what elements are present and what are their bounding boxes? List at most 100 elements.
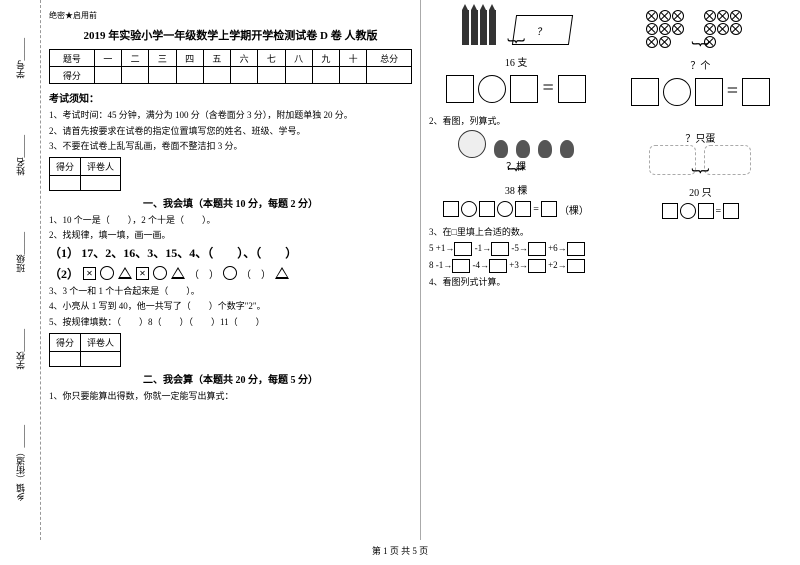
cabbage-unit: （棵）	[559, 202, 589, 217]
th-8: 八	[285, 50, 312, 67]
answer-box	[558, 75, 586, 103]
q2-2-prefix: （2）	[49, 265, 79, 282]
instruction-1: 1、考试时间：45 分钟，满分为 100 分（含卷面分 3 分），附加题单独 2…	[49, 109, 412, 122]
pencil-total: 16 支	[429, 54, 603, 69]
flow2-op2: -4	[473, 260, 481, 270]
mini-score-2: 得分	[50, 333, 81, 351]
cabbage-total: 38 棵	[429, 182, 603, 197]
instruction-3: 3、不要在试卷上乱写乱画，卷面不整洁扣 3 分。	[49, 140, 412, 153]
chicks-problem: ？只蛋 ︸ 20 只 =	[613, 130, 787, 223]
equation-small: =	[613, 203, 787, 219]
section1-title: 一、我会填（本题共 10 分，每题 2 分）	[49, 195, 412, 210]
cabbage-icon	[494, 140, 508, 158]
equals-sign: =	[727, 80, 738, 103]
square-icon: ✕	[136, 267, 149, 280]
circle-icon	[223, 266, 237, 280]
mini-score: 得分	[50, 157, 81, 175]
circle-group-right	[704, 10, 754, 48]
section2-title: 二、我会算（本题共 20 分，每题 5 分）	[49, 371, 412, 386]
instruction-2: 2、请首先按要求在试卷的指定位置填写您的姓名、班级、学号。	[49, 125, 412, 138]
th-7: 七	[258, 50, 285, 67]
answer-box	[695, 78, 723, 106]
flow1-op1: +1	[436, 243, 446, 253]
th-10: 十	[340, 50, 367, 67]
sidebar-field-name: 姓名_____	[14, 135, 27, 176]
equation-boxes: =	[613, 78, 787, 106]
operator-circle	[478, 75, 506, 103]
pencils-icon	[462, 10, 496, 45]
binding-sidebar: 学号_____ 姓名_____ 班级_____ 学校_____ 乡镇（街道）__…	[0, 0, 41, 540]
q1-2-line2: （2） ✕ ✕ （ ） （ ）	[49, 265, 412, 282]
operator-circle	[663, 78, 691, 106]
flow-1: 5 +1→ -1→ -5→ +6→	[429, 242, 792, 256]
frog-icon	[458, 130, 486, 158]
equals-sign: =	[542, 77, 553, 100]
left-column: 绝密★启用前 2019 年实验小学一年级数学上学期开学检测试卷 D 卷 人教版 …	[41, 0, 420, 540]
pencils-problem: ？ ︸ 16 支 =	[429, 10, 603, 112]
q-r4: 4、看图列式计算。	[429, 276, 792, 289]
answer-box	[742, 78, 770, 106]
th-3: 三	[149, 50, 176, 67]
cabbage-icon	[516, 140, 530, 158]
q1-2: 2、找规律，填一填，画一画。	[49, 229, 412, 242]
blank: （ ）	[189, 266, 219, 281]
exam-title: 2019 年实验小学一年级数学上学期开学检测试卷 D 卷 人教版	[49, 27, 412, 43]
square-icon: ✕	[83, 267, 96, 280]
question-mark: ？	[536, 23, 548, 38]
answer-box	[510, 75, 538, 103]
flow1-start: 5	[429, 243, 434, 253]
q2-1-seq: 17、2、16、3、15、4、（ ）、（ ）	[81, 246, 297, 260]
th-6: 六	[231, 50, 258, 67]
flow2-op1: -1	[436, 260, 444, 270]
blank: （ ）	[241, 266, 271, 281]
th-2: 二	[122, 50, 149, 67]
flow1-op3: -5	[511, 243, 519, 253]
circle-icon	[153, 266, 167, 280]
th-1: 一	[94, 50, 121, 67]
flow-2: 8 -1→ -4→ +3→ +2→	[429, 259, 792, 273]
equation-boxes: =	[429, 75, 603, 103]
sidebar-field-class: 班级_____	[14, 232, 27, 273]
flow2-op3: +3	[509, 260, 519, 270]
th-total: 总分	[367, 50, 412, 67]
brace-icon: ︸	[429, 171, 603, 182]
box-icon: ？	[512, 15, 573, 45]
answer-box	[631, 78, 659, 106]
circle-icon	[100, 266, 114, 280]
q2-1-prefix: （1）	[49, 246, 79, 260]
sidebar-field-town: 乡镇（街道）_____	[14, 425, 27, 502]
mini-grader: 评卷人	[81, 157, 121, 175]
sidebar-field-school: 学校_____	[14, 329, 27, 370]
sidebar-field-id: 学号_____	[14, 38, 27, 79]
q-r3: 3、在□里填上合适的数。	[429, 226, 792, 239]
chick-group-icon	[704, 145, 751, 175]
q2-1: 1、你只要能算出得数，你就一定能写出算式：	[49, 390, 412, 403]
flow1-op4: +6	[548, 243, 558, 253]
exam-page: 学号_____ 姓名_____ 班级_____ 学校_____ 乡镇（街道）__…	[0, 0, 800, 540]
equation-small: = （棵）	[429, 201, 603, 217]
q-r2: 2、看图，列算式。	[429, 115, 792, 128]
q1-1: 1、10 个一是（ ），2 个十是（ ）。	[49, 214, 412, 227]
chick-total: 20 只	[613, 184, 787, 199]
triangle-icon	[275, 267, 289, 279]
circles-label: ？个	[613, 57, 787, 72]
circles-problem: ︸ ？个 =	[613, 10, 787, 112]
cabbage-icon	[560, 140, 574, 158]
q1-4: 4、小亮从 1 写到 40，他一共写了（ ）个数字"2"。	[49, 300, 412, 313]
q1-3: 3、3 个一和 1 个十合起来是（ ）。	[49, 285, 412, 298]
circle-group-left	[646, 10, 696, 48]
th-num: 题号	[50, 50, 95, 67]
th-5: 五	[203, 50, 230, 67]
score-table: 题号 一 二 三 四 五 六 七 八 九 十 总分 得分	[49, 49, 412, 84]
flow2-start: 8	[429, 260, 434, 270]
page-footer: 第 1 页 共 5 页	[0, 540, 800, 561]
th-4: 四	[176, 50, 203, 67]
cabbage-problem: ？棵 ︸ 38 棵 = （棵）	[429, 130, 603, 223]
right-column: ？ ︸ 16 支 =	[421, 0, 800, 540]
confidential-label: 绝密★启用前	[49, 10, 412, 21]
triangle-icon	[118, 267, 132, 279]
brace-icon: ︸	[613, 173, 787, 184]
flow1-op2: -1	[475, 243, 483, 253]
mini-grader-2: 评卷人	[81, 333, 121, 351]
mini-score-table-2: 得分 评卷人	[49, 333, 121, 367]
